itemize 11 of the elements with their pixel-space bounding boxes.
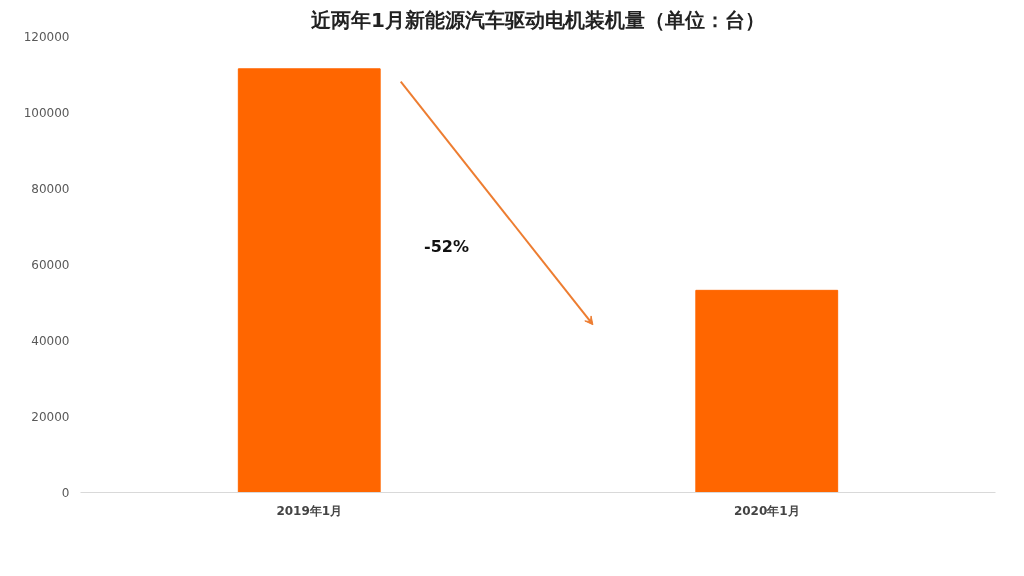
y-tick-label: 60000 [31, 258, 70, 272]
chart-title: 近两年1月新能源汽车驱动电机装机量（单位：台） [310, 7, 765, 32]
annotation: -52% [424, 236, 469, 256]
y-tick-label: 20000 [31, 410, 70, 424]
x-tick-label: 2020年1月 [733, 503, 800, 518]
y-tick-label: 40000 [31, 334, 70, 348]
y-tick-label: 80000 [31, 182, 70, 196]
y-tick-label: 100000 [23, 106, 70, 120]
y-tick-label: 0 [61, 486, 70, 500]
y-tick-label: 120000 [23, 30, 70, 44]
x-tick-label: 2019年1月 [276, 503, 343, 518]
